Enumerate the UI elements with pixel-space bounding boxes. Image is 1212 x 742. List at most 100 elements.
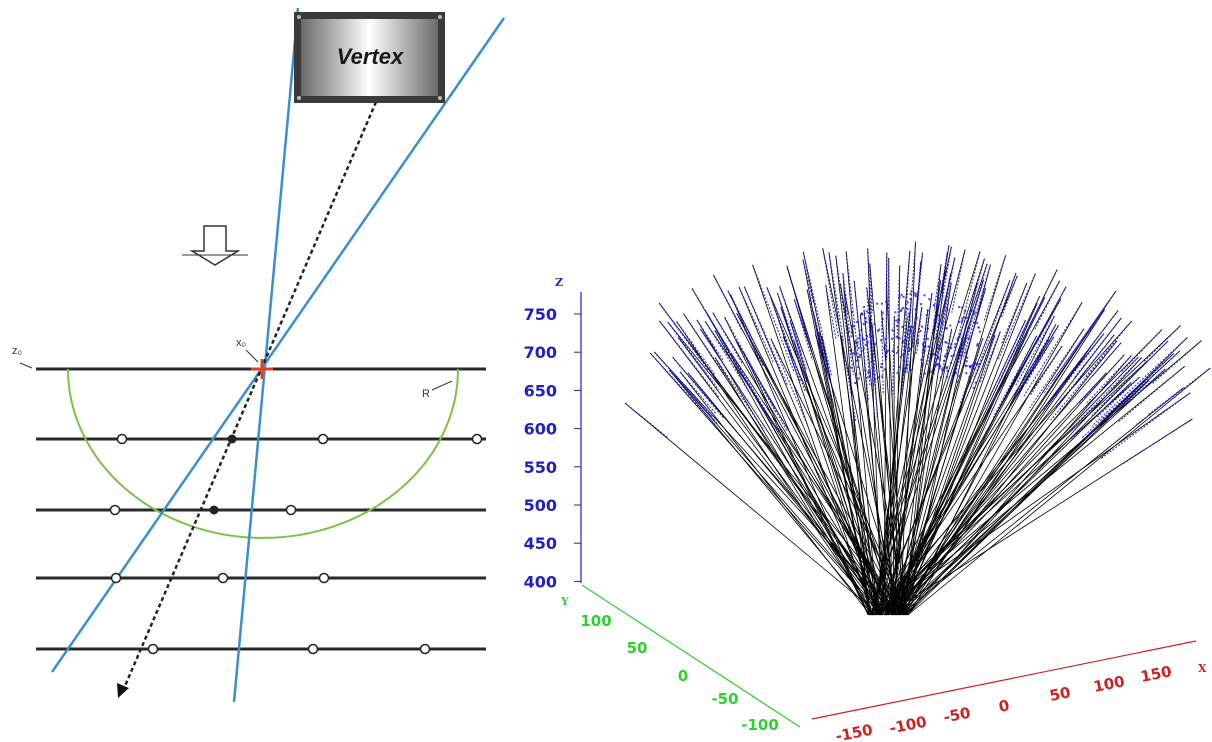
hit-dot	[939, 376, 942, 379]
hit-dot	[906, 363, 909, 366]
hit-dot	[858, 354, 861, 357]
hit-dot	[850, 349, 853, 352]
track-hits	[1091, 342, 1122, 378]
track-hits	[1119, 350, 1181, 406]
hit-dot	[946, 352, 949, 355]
hit-dot	[904, 368, 907, 371]
x-tick-label: 0	[997, 696, 1011, 716]
y-tick-label: 0	[678, 667, 688, 685]
hit-dot	[933, 319, 936, 322]
track-hits	[1083, 320, 1133, 379]
x0-pointer	[245, 349, 259, 363]
hit-dot	[854, 346, 857, 349]
hit-dot	[908, 319, 911, 322]
hit-dot	[908, 312, 911, 315]
hit-dot	[924, 372, 927, 375]
hit-dot	[926, 309, 929, 312]
hit-dot	[880, 339, 883, 342]
track-hits	[1136, 367, 1211, 425]
hit-markers	[109, 433, 483, 655]
track-hits	[683, 313, 726, 376]
track-hits	[1050, 340, 1118, 421]
track-hits	[687, 372, 720, 411]
track-hits	[843, 288, 851, 333]
hit-dot	[936, 363, 939, 366]
track-hits	[1014, 315, 1055, 387]
track-line	[867, 251, 981, 616]
track-hits	[901, 318, 908, 395]
track-hits	[1086, 355, 1132, 404]
track-hits	[828, 252, 845, 343]
hit-open	[317, 433, 329, 445]
track-hits	[675, 376, 716, 422]
track-line	[888, 257, 892, 616]
track-hits	[658, 302, 709, 371]
hit-dot	[901, 325, 904, 328]
track-hits	[672, 356, 724, 419]
hit-dot	[941, 368, 944, 371]
hit-dot	[958, 335, 961, 338]
track-hits	[676, 321, 716, 375]
track-hits	[959, 338, 984, 406]
track-line	[899, 387, 1184, 616]
track-hits	[1096, 376, 1140, 418]
track-hits	[742, 351, 788, 432]
hit-dot	[968, 365, 971, 368]
track-hits	[699, 328, 750, 403]
hit-dot	[945, 341, 948, 344]
hit-dot	[906, 315, 909, 318]
track-line	[672, 356, 895, 616]
hit-dot	[891, 329, 894, 332]
hit-dot	[897, 349, 900, 352]
track-line	[892, 317, 1122, 616]
track-hits	[1070, 310, 1119, 374]
track-hits	[714, 357, 765, 431]
track-hits	[732, 359, 774, 426]
hit-dot	[857, 366, 860, 369]
hit-dot	[854, 340, 857, 343]
track-hits	[1055, 334, 1115, 408]
hit-dot	[864, 317, 867, 320]
hit-dot	[923, 294, 926, 297]
track-hits	[926, 280, 942, 365]
hit-open	[318, 572, 330, 584]
track-hits	[1147, 387, 1184, 416]
hit-dot	[970, 365, 973, 368]
hit-dot	[948, 346, 951, 349]
hit-dot	[913, 292, 916, 295]
track-line	[897, 368, 1166, 616]
hit-dot	[937, 356, 940, 359]
hit-dot	[936, 346, 939, 349]
track-hits	[696, 319, 724, 361]
hit-dot	[965, 351, 968, 354]
hit-dot	[863, 305, 866, 308]
hit-dot	[900, 293, 903, 296]
track-line	[874, 325, 1181, 616]
hit-dot	[870, 360, 873, 363]
hit-dot	[870, 335, 873, 338]
y-tick-label: -50	[711, 690, 738, 708]
track-hits	[1126, 368, 1166, 404]
hit-dot	[977, 363, 980, 366]
track-hits	[912, 252, 924, 349]
hit-dot	[905, 366, 908, 369]
z-axis-name: Z	[555, 276, 563, 289]
track-line	[653, 351, 896, 616]
hit-dot	[954, 372, 957, 375]
track-hits	[853, 280, 863, 355]
track-line	[896, 283, 1028, 616]
hit-dot	[902, 339, 905, 342]
track-hits	[691, 288, 730, 351]
hit-dot	[870, 341, 873, 344]
hit-dot	[919, 330, 922, 333]
hit-dot	[900, 308, 903, 311]
hit-dot	[869, 334, 872, 337]
track-hits	[1091, 337, 1188, 427]
track-line	[822, 248, 899, 616]
hit-dot	[944, 327, 947, 330]
y-tick-label: -100	[741, 716, 779, 734]
track-hits	[821, 335, 833, 378]
hit-dot	[881, 318, 884, 321]
track-hits	[1117, 365, 1186, 423]
